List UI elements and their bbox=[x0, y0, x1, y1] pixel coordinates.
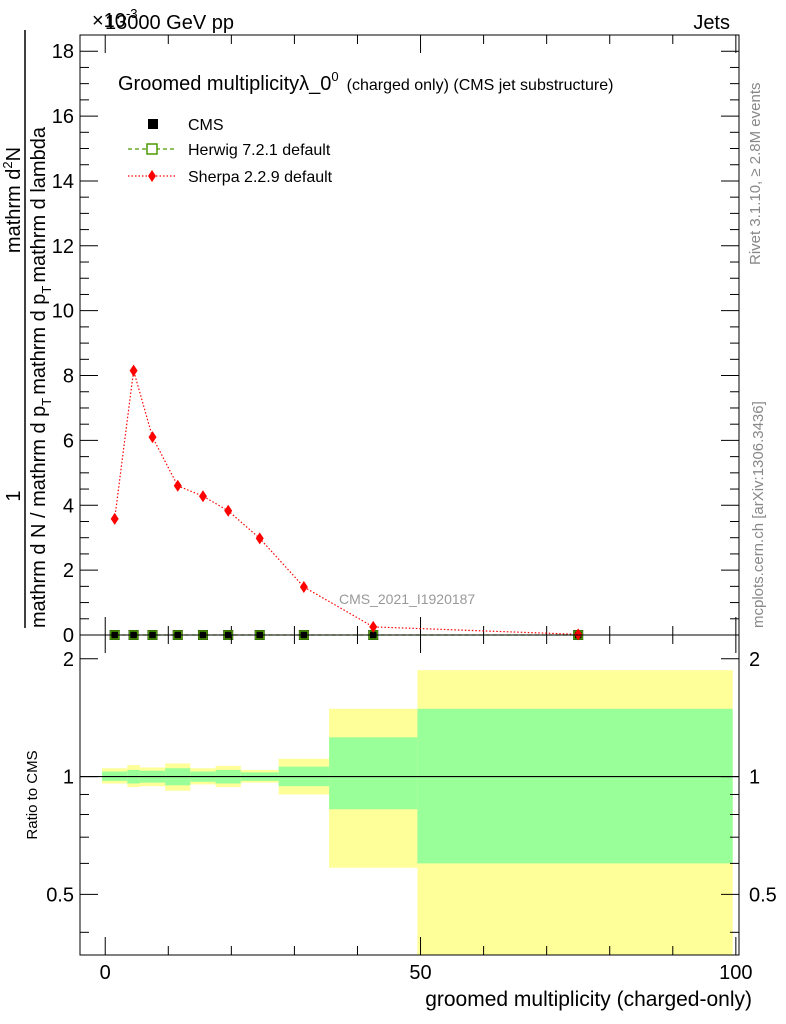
legend-marker-cms bbox=[148, 119, 158, 129]
y-title-denominator: mathrm d N / mathrm d pTmathrm d pTmathr… bbox=[28, 126, 54, 628]
y-tick-label: 6 bbox=[63, 430, 74, 452]
ratio-y-tick-label: 0.5 bbox=[46, 884, 74, 906]
stat-uncertainty-band bbox=[329, 737, 418, 810]
ratio-y-tick-label-right: 1 bbox=[749, 767, 760, 789]
header-energy-label: 13000 GeV pp bbox=[105, 12, 234, 34]
lower-panel: 0.5 0.5 1 1 2 2 0 50 100 Ratio to CMS groomed mu… bbox=[24, 634, 777, 1011]
legend: CMS Herwig 7.2.1 default Sherpa 2.2.9 de… bbox=[128, 117, 333, 186]
mcplots-label: mcplots.cern.ch [arXiv:1306.3436] bbox=[750, 401, 767, 628]
header-jets-label: Jets bbox=[693, 12, 730, 34]
upper-plot-frame bbox=[79, 34, 740, 636]
sherpa-point bbox=[148, 431, 157, 444]
lower-ticks: 0.5 0.5 1 1 2 2 0 50 100 bbox=[46, 635, 777, 984]
plot-title: Groomed multiplicityλ_00(charged only) (… bbox=[118, 69, 613, 95]
x-axis-title: groomed multiplicity (charged-only) bbox=[425, 988, 752, 1011]
legend-marker-sherpa bbox=[148, 170, 156, 182]
sherpa-line bbox=[114, 370, 579, 635]
y-tick-label: 14 bbox=[52, 171, 74, 193]
y-tick-label: 4 bbox=[63, 495, 74, 517]
legend-item-sherpa: Sherpa 2.2.9 default bbox=[128, 169, 333, 186]
ratio-y-axis-title: Ratio to CMS bbox=[24, 750, 41, 839]
y-tick-label: 8 bbox=[63, 366, 74, 388]
x-tick-label: 0 bbox=[100, 962, 111, 984]
rivet-version-label: Rivet 3.1.10, ≥ 2.8M events bbox=[747, 83, 764, 266]
upper-y-axis-title: 1 mathrm d2N mathrm d N / mathrm d pTmat… bbox=[0, 30, 54, 628]
legend-label-sherpa: Sherpa 2.2.9 default bbox=[188, 169, 333, 186]
legend-item-herwig: Herwig 7.2.1 default bbox=[128, 142, 331, 159]
x-tick-label: 100 bbox=[719, 962, 752, 984]
lower-plot-frame bbox=[79, 634, 740, 956]
sherpa-point bbox=[198, 490, 207, 503]
sherpa-point bbox=[110, 512, 119, 525]
y-tick-label: 12 bbox=[52, 236, 74, 258]
upper-panel: 0 2 4 6 8 10 12 14 16 18 Groomed multiplicityλ_00… bbox=[52, 34, 740, 647]
legend-label-cms: CMS bbox=[188, 117, 224, 134]
y-tick-label: 2 bbox=[63, 560, 74, 582]
y-tick-label: 16 bbox=[52, 106, 74, 128]
sherpa-point bbox=[129, 364, 138, 377]
ratio-y-tick-label-right: 0.5 bbox=[749, 884, 777, 906]
analysis-watermark: CMS_2021_I1920187 bbox=[339, 591, 475, 607]
stat-uncertainty-band bbox=[417, 708, 733, 864]
legend-item-cms: CMS bbox=[148, 117, 224, 134]
upper-ticks: 0 2 4 6 8 10 12 14 16 18 bbox=[52, 34, 739, 647]
legend-marker-herwig bbox=[146, 143, 158, 155]
y-tick-label: 0 bbox=[63, 625, 74, 647]
sherpa-point bbox=[574, 628, 583, 641]
y-tick-label: 18 bbox=[52, 41, 74, 63]
sherpa-point bbox=[224, 504, 233, 517]
ratio-y-tick-label-right: 2 bbox=[749, 649, 760, 671]
sherpa-point bbox=[369, 620, 378, 633]
y-tick-label: 10 bbox=[52, 301, 74, 323]
x-tick-label: 50 bbox=[409, 962, 431, 984]
ratio-bands bbox=[102, 670, 733, 955]
ratio-y-tick-label: 2 bbox=[63, 649, 74, 671]
sherpa-point bbox=[299, 581, 308, 593]
y-title-fraction-top: mathrm d2N bbox=[0, 147, 25, 253]
ratio-y-tick-label: 1 bbox=[63, 767, 74, 789]
legend-label-herwig: Herwig 7.2.1 default bbox=[188, 142, 331, 159]
y-title-numerator: 1 bbox=[3, 490, 25, 501]
y-exponent-label: ×10-3 bbox=[92, 6, 138, 32]
sherpa-point bbox=[173, 479, 182, 492]
sherpa-point bbox=[255, 532, 264, 545]
